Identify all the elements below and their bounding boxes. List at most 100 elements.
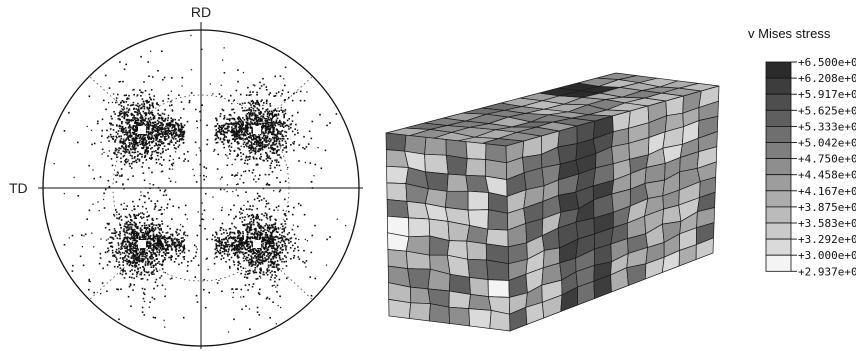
orientation-point [126, 249, 129, 251]
orientation-point [228, 265, 231, 268]
orientation-point [235, 124, 238, 126]
orientation-point [270, 262, 273, 264]
orientation-point [265, 127, 267, 129]
orientation-point [128, 125, 131, 128]
orientation-point [266, 237, 268, 239]
orientation-point [269, 231, 272, 234]
mesh-element [468, 294, 492, 311]
orientation-point [269, 238, 272, 241]
mesh-element [385, 132, 407, 152]
orientation-point [248, 236, 250, 239]
orientation-point [178, 133, 181, 136]
orientation-point [161, 245, 163, 248]
orientation-point [233, 150, 236, 152]
orientation-point [176, 228, 179, 231]
orientation-point [161, 126, 164, 129]
orientation-point [131, 104, 133, 106]
orientation-point [167, 252, 170, 254]
orientation-point [257, 101, 259, 104]
orientation-point [193, 174, 195, 177]
orientation-point [98, 262, 101, 265]
orientation-point [131, 139, 134, 142]
orientation-point [274, 95, 277, 97]
orientation-point [142, 137, 144, 140]
orientation-point [129, 270, 132, 272]
orientation-point [134, 120, 137, 122]
orientation-point [276, 149, 279, 152]
orientation-point [229, 118, 231, 120]
orientation-point [164, 241, 166, 243]
orientation-point [139, 235, 141, 238]
orientation-point [171, 218, 173, 220]
orientation-point [241, 241, 244, 244]
orientation-point [127, 136, 129, 138]
orientation-point [240, 131, 243, 134]
orientation-point [230, 244, 233, 246]
orientation-point [183, 133, 185, 136]
orientation-point [155, 144, 158, 146]
orientation-point [265, 158, 268, 160]
orientation-point [217, 241, 220, 243]
orientation-point [249, 156, 251, 158]
orientation-point [137, 246, 139, 248]
orientation-point [117, 115, 120, 117]
orientation-point [255, 118, 257, 120]
orientation-point [267, 202, 270, 205]
orientation-point [264, 229, 266, 231]
orientation-point [144, 288, 146, 291]
orientation-point [125, 94, 127, 96]
orientation-point [180, 128, 182, 130]
orientation-point [268, 269, 270, 272]
orientation-point [268, 243, 271, 246]
orientation-point [147, 150, 149, 152]
orientation-point [226, 131, 228, 134]
orientation-point [155, 151, 158, 154]
orientation-point [299, 204, 302, 207]
mesh-element [467, 258, 489, 280]
orientation-point [276, 110, 278, 112]
orientation-point [205, 167, 208, 170]
orientation-point [199, 149, 201, 151]
orientation-point [120, 157, 122, 160]
orientation-point [257, 108, 260, 111]
orientation-point [132, 246, 135, 248]
orientation-point [222, 109, 225, 112]
orientation-point [175, 131, 178, 134]
orientation-point [166, 225, 169, 227]
orientation-point [135, 122, 137, 124]
orientation-point [272, 136, 274, 139]
orientation-point [118, 213, 120, 215]
orientation-point [285, 145, 287, 148]
orientation-point [260, 277, 262, 279]
orientation-point [237, 240, 239, 243]
orientation-point [283, 227, 285, 230]
orientation-point [239, 252, 241, 254]
orientation-point [114, 215, 116, 217]
orientation-point [274, 239, 277, 241]
orientation-point [280, 107, 282, 109]
orientation-point [237, 267, 239, 270]
orientation-point [127, 224, 130, 226]
orientation-point [281, 225, 284, 227]
orientation-point [123, 240, 126, 243]
orientation-point [152, 256, 155, 259]
orientation-point [122, 264, 125, 266]
orientation-point [148, 167, 150, 169]
orientation-point [127, 137, 129, 139]
orientation-point [128, 131, 131, 133]
orientation-point [278, 130, 280, 133]
orientation-point [151, 103, 154, 106]
orientation-point [252, 84, 255, 86]
orientation-point [229, 236, 232, 238]
orientation-point [181, 137, 184, 140]
orientation-point [237, 264, 240, 266]
orientation-point [212, 93, 214, 95]
orientation-point [265, 137, 268, 139]
orientation-point [276, 138, 278, 141]
orientation-point [229, 227, 232, 230]
orientation-point [251, 128, 253, 130]
orientation-point [246, 235, 249, 238]
orientation-point [275, 142, 278, 145]
orientation-point [272, 266, 275, 268]
orientation-point [151, 76, 154, 78]
